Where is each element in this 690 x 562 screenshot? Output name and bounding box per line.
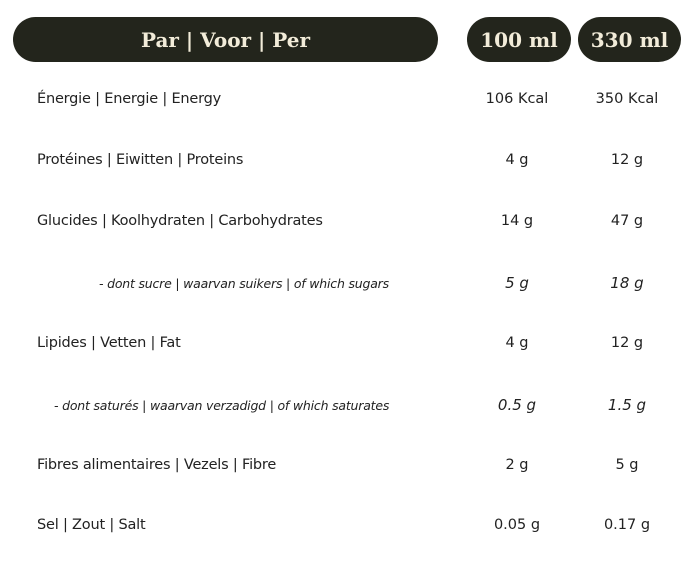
value-100ml: 2 g	[505, 457, 529, 473]
value-330ml: 0.17 g	[603, 517, 651, 533]
value-330ml: 350 Kcal	[595, 91, 659, 107]
row-label: Fibres alimentaires | Vezels | Fibre	[37, 457, 277, 473]
header-100ml: 100 ml	[467, 17, 571, 62]
row-carbohydrates: Glucides | Koolhydraten | Carbohydrates …	[0, 207, 690, 237]
value-330ml: 47 g	[610, 213, 644, 229]
row-label: Protéines | Eiwitten | Proteins	[37, 152, 244, 168]
row-proteins: Protéines | Eiwitten | Proteins 4 g 12 g	[0, 146, 690, 176]
row-fibre: Fibres alimentaires | Vezels | Fibre 2 g…	[0, 451, 690, 481]
value-100ml: 0.05 g	[493, 517, 541, 533]
value-330ml: 5 g	[615, 457, 639, 473]
row-label: - dont saturés | waarvan verzadigd | of …	[54, 398, 390, 413]
header-per: Par | Voor | Per	[13, 17, 438, 62]
value-100ml: 5 g	[505, 274, 529, 292]
row-salt: Sel | Zout | Salt 0.05 g 0.17 g	[0, 511, 690, 541]
row-label: Glucides | Koolhydraten | Carbohydrates	[37, 213, 323, 229]
value-100ml: 106 Kcal	[485, 91, 549, 107]
value-330ml: 12 g	[610, 152, 644, 168]
row-label: - dont sucre | waarvan suikers | of whic…	[99, 276, 389, 291]
value-100ml: 4 g	[505, 335, 529, 351]
value-330ml: 1.5 g	[607, 396, 647, 414]
row-label: Énergie | Energie | Energy	[37, 91, 222, 107]
row-saturates: - dont saturés | waarvan verzadigd | of …	[0, 390, 690, 420]
value-330ml: 18 g	[610, 274, 644, 292]
value-100ml: 14 g	[500, 213, 534, 229]
row-label: Lipides | Vetten | Fat	[37, 335, 181, 351]
row-fat: Lipides | Vetten | Fat 4 g 12 g	[0, 329, 690, 359]
value-100ml: 0.5 g	[497, 396, 537, 414]
value-100ml: 4 g	[505, 152, 529, 168]
row-sugars: - dont sucre | waarvan suikers | of whic…	[0, 268, 690, 298]
row-label: Sel | Zout | Salt	[37, 517, 146, 533]
value-330ml: 12 g	[610, 335, 644, 351]
row-energy: Énergie | Energie | Energy 106 Kcal 350 …	[0, 85, 690, 115]
header-330ml: 330 ml	[578, 17, 681, 62]
